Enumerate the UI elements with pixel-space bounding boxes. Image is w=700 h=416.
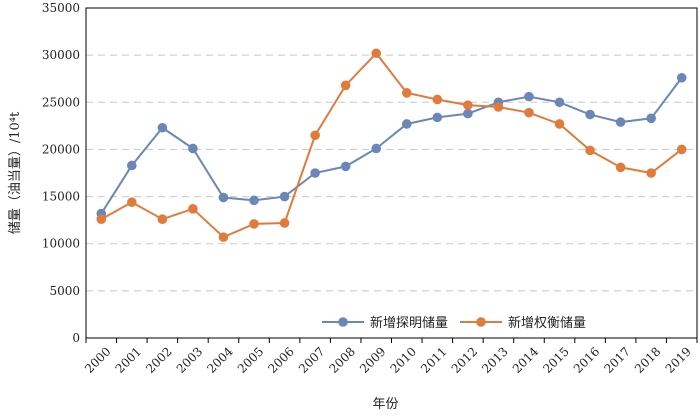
- x-tick-label: 2019: [663, 344, 694, 375]
- x-tick-label: 2008: [327, 344, 358, 375]
- data-point: [279, 218, 290, 228]
- x-tick-label: 2005: [235, 344, 266, 375]
- data-point: [432, 112, 443, 123]
- data-point: [249, 195, 259, 206]
- data-point: [676, 144, 687, 155]
- data-point: [310, 168, 320, 178]
- x-tick-label: 2010: [388, 344, 419, 375]
- y-tick-label: 30000: [42, 48, 80, 62]
- x-tick-label: 2011: [418, 344, 449, 375]
- x-tick-label: 2013: [479, 344, 510, 375]
- data-point: [463, 108, 473, 119]
- y-tick-label: 10000: [42, 237, 80, 251]
- data-point: [127, 160, 137, 171]
- series-line-0: [100, 77, 683, 215]
- x-tick-label: 2002: [143, 344, 174, 375]
- y-tick-label: 15000: [42, 190, 80, 204]
- x-tick-label: 2018: [632, 344, 663, 375]
- data-point: [249, 219, 259, 229]
- series-0: [96, 72, 687, 219]
- plot-frame: [85, 7, 698, 339]
- data-point: [218, 232, 229, 242]
- x-tick-label: 2015: [540, 344, 571, 375]
- legend-marker-explored: [338, 317, 348, 327]
- data-point: [340, 161, 351, 172]
- x-tick-label: 2016: [571, 344, 602, 375]
- x-tick-label: 2000: [82, 344, 113, 375]
- x-tick-label: 2014: [510, 344, 542, 376]
- series-line-1: [100, 51, 683, 239]
- data-point: [218, 192, 229, 203]
- data-point: [401, 88, 412, 98]
- legend-item-weighed: 新增权衡储量: [460, 315, 586, 331]
- data-point: [646, 113, 656, 124]
- data-point: [432, 94, 443, 105]
- axes: [85, 7, 698, 339]
- data-point: [310, 130, 320, 141]
- legend-marker-weighed: [476, 317, 486, 327]
- series-1: [96, 48, 687, 242]
- data-point: [554, 97, 565, 108]
- data-point: [188, 143, 198, 154]
- data-point: [279, 191, 290, 202]
- data-point: [615, 162, 626, 173]
- data-point: [676, 72, 687, 83]
- x-tick-label: 2004: [204, 344, 236, 376]
- data-point: [585, 145, 595, 156]
- data-point: [615, 117, 626, 127]
- data-point: [401, 119, 412, 129]
- x-tick-label: 2012: [449, 344, 480, 375]
- y-tick-label: 20000: [42, 142, 80, 156]
- x-tick-label: 2001: [113, 344, 144, 375]
- x-tick-labels: 2000 2001 2002 2003 2004 2005 2006 2007 2008 2009…: [82, 338, 698, 376]
- data-point: [188, 204, 198, 214]
- data-point: [493, 102, 504, 112]
- y-tick-labels: 0 5000 10000 15000 20000 25000 30000 35000: [42, 1, 80, 345]
- data-point: [157, 122, 168, 133]
- gridlines: [86, 54, 697, 292]
- x-tick-label: 2017: [601, 344, 632, 375]
- x-axis-title: 年份: [372, 397, 398, 412]
- y-axis-title: 储量（油当量）/10⁴t: [8, 111, 23, 234]
- legend-label-explored: 新增探明储量: [370, 315, 448, 331]
- x-tick-label: 2007: [296, 344, 327, 375]
- y-tick-label: 35000: [42, 1, 80, 15]
- data-point: [646, 168, 656, 178]
- data-point: [371, 48, 382, 59]
- data-point: [524, 107, 534, 118]
- data-point: [340, 80, 351, 91]
- data-point: [554, 119, 565, 129]
- data-point: [371, 143, 382, 154]
- data-point: [127, 197, 137, 208]
- x-tick-label: 2006: [265, 344, 296, 375]
- legend-label-weighed: 新增权衡储量: [508, 315, 586, 331]
- data-point: [157, 214, 168, 224]
- data-point: [463, 100, 473, 110]
- y-tick-label: 25000: [42, 95, 80, 109]
- legend: 新增探明储量 新增权衡储量: [322, 315, 586, 331]
- y-tick-label: 0: [72, 331, 80, 345]
- legend-item-explored: 新增探明储量: [322, 315, 448, 331]
- data-point: [524, 91, 534, 102]
- y-tick-label: 5000: [49, 284, 80, 298]
- x-tick-label: 2003: [174, 344, 205, 375]
- series-layer: [96, 48, 687, 242]
- data-point: [585, 109, 595, 120]
- data-point: [96, 214, 107, 224]
- x-tick-label: 2009: [357, 344, 388, 375]
